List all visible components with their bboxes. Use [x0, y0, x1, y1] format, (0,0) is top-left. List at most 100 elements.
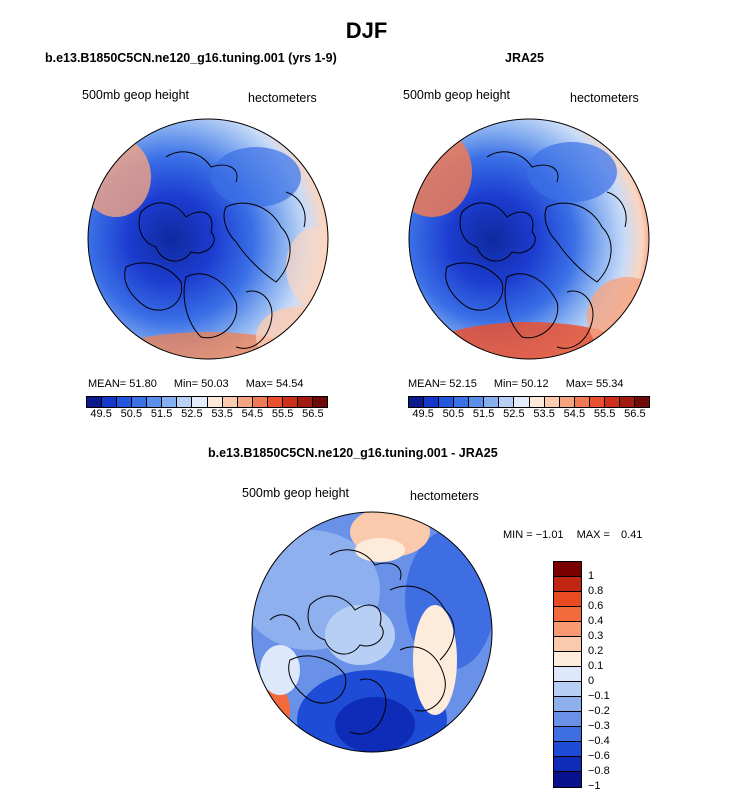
diff-variable-label: 500mb geop height: [242, 486, 350, 500]
colorbar-swatch: [484, 397, 500, 407]
obs-units-label: hectometers: [570, 91, 639, 105]
colorbar-swatch: [424, 397, 440, 407]
diff-max-label: MAX =: [576, 529, 610, 541]
diff-colorbar-swatches: [553, 561, 582, 788]
colorbar-swatch: [554, 562, 581, 577]
colorbar-swatch: [619, 397, 635, 407]
colorbar-swatch: [554, 637, 581, 652]
colorbar-tick-label: 56.5: [624, 408, 646, 420]
diff-units-label: hectometers: [410, 489, 479, 503]
figure-title: DJF: [345, 18, 388, 43]
colorbar-swatch: [117, 397, 133, 407]
colorbar-swatch: [499, 397, 515, 407]
obs-mean-value: 52.15: [449, 378, 477, 390]
colorbar-tick-label: 55.5: [593, 408, 616, 420]
colorbar-tick-label: 51.5: [150, 408, 173, 420]
colorbar-swatch: [514, 397, 530, 407]
diff-stats: MIN = −1.01 MAX = 0.41: [503, 529, 642, 541]
colorbar-tick-label: 52.5: [503, 408, 525, 420]
obs-variable-label: 500mb geop height: [403, 88, 511, 102]
colorbar-swatch: [554, 607, 581, 622]
colorbar-swatch: [282, 397, 298, 407]
colorbar-tick-label: 0.1: [588, 660, 604, 672]
colorbar-tick-label: 53.5: [533, 408, 555, 420]
model-panel-title: b.e13.B1850C5CN.ne120_g16.tuning.001 (yr…: [45, 51, 337, 65]
obs-colorbar: 49.5 50.5 51.5 52.5 53.5 54.5 55.5 56.5: [408, 396, 650, 422]
model-max-label: Max=: [245, 378, 273, 390]
colorbar-swatch: [252, 397, 268, 407]
model-mean-label: MEAN=: [88, 378, 127, 390]
colorbar-swatch: [454, 397, 470, 407]
colorbar-tick-label: 0.8: [588, 585, 604, 597]
model-colorbar-swatches: [86, 396, 328, 408]
obs-colorbar-ticks: 49.5 50.5 51.5 52.5 53.5 54.5 55.5 56.5: [408, 408, 650, 422]
obs-panel-title: JRA25: [505, 51, 544, 65]
colorbar-swatch: [554, 682, 581, 697]
colorbar-swatch: [554, 652, 581, 667]
obs-polar-map: [408, 118, 650, 360]
colorbar-swatch: [469, 397, 485, 407]
colorbar-tick-label: 0.3: [588, 630, 604, 642]
model-colorbar: 49.5 50.5 51.5 52.5 53.5 54.5 55.5 56.5: [86, 396, 328, 422]
diff-max-value: 0.41: [621, 529, 643, 541]
colorbar-tick-label: −0.3: [588, 720, 610, 732]
colorbar-swatch: [554, 622, 581, 637]
colorbar-swatch: [297, 397, 313, 407]
colorbar-swatch: [554, 667, 581, 682]
diff-panel-title: b.e13.B1850C5CN.ne120_g16.tuning.001 - J…: [208, 446, 498, 460]
colorbar-swatch: [87, 397, 103, 407]
model-mean-value: 51.80: [129, 378, 157, 390]
colorbar-swatch: [589, 397, 605, 407]
colorbar-swatch: [544, 397, 560, 407]
colorbar-tick-label: −1: [588, 780, 601, 792]
obs-colorbar-swatches: [408, 396, 650, 408]
colorbar-swatch: [132, 397, 148, 407]
colorbar-tick-label: −0.2: [588, 705, 610, 717]
colorbar-swatch: [554, 577, 581, 592]
obs-min-label: Min=: [493, 378, 519, 390]
model-max-value: 54.54: [275, 378, 304, 390]
colorbar-tick-label: −0.4: [588, 735, 610, 747]
obs-stats: MEAN= 52.15 Min= 50.12 Max= 55.34: [408, 378, 624, 390]
model-variable-label: 500mb geop height: [82, 88, 190, 102]
colorbar-tick-label: 55.5: [271, 408, 294, 420]
colorbar-swatch: [312, 397, 327, 407]
model-min-value: 50.03: [201, 378, 229, 390]
colorbar-tick-label: 0.4: [588, 615, 604, 627]
diff-polar-map: [251, 511, 493, 753]
colorbar-swatch: [222, 397, 238, 407]
colorbar-tick-label: 54.5: [563, 408, 586, 420]
colorbar-swatch: [604, 397, 620, 407]
colorbar-swatch: [554, 772, 581, 787]
model-min-label: Min=: [173, 378, 199, 390]
colorbar-tick-label: −0.1: [588, 690, 610, 702]
colorbar-tick-label: 1: [588, 570, 595, 582]
colorbar-tick-label: 0.2: [588, 645, 604, 657]
obs-min-value: 50.12: [521, 378, 549, 390]
colorbar-swatch: [102, 397, 118, 407]
colorbar-swatch: [267, 397, 283, 407]
model-units-label: hectometers: [248, 91, 317, 105]
colorbar-tick-label: 51.5: [472, 408, 495, 420]
model-colorbar-ticks: 49.5 50.5 51.5 52.5 53.5 54.5 55.5 56.5: [86, 408, 328, 422]
colorbar-tick-label: 0.6: [588, 600, 604, 612]
colorbar-tick-label: 0: [588, 675, 595, 687]
colorbar-tick-label: 50.5: [120, 408, 143, 420]
colorbar-swatch: [634, 397, 649, 407]
colorbar-tick-label: 50.5: [442, 408, 465, 420]
obs-mean-label: MEAN=: [408, 378, 447, 390]
colorbar-swatch: [207, 397, 223, 407]
colorbar-tick-label: 52.5: [181, 408, 203, 420]
diff-min-value: −1.01: [535, 529, 564, 541]
colorbar-tick-label: −0.8: [588, 765, 610, 777]
colorbar-swatch: [559, 397, 575, 407]
model-polar-map: [87, 118, 329, 360]
colorbar-swatch: [177, 397, 193, 407]
colorbar-swatch: [162, 397, 178, 407]
colorbar-swatch: [439, 397, 455, 407]
colorbar-swatch: [554, 592, 581, 607]
colorbar-tick-label: 54.5: [241, 408, 264, 420]
model-stats: MEAN= 51.80 Min= 50.03 Max= 54.54: [88, 378, 304, 390]
colorbar-swatch: [554, 697, 581, 712]
diff-min-label: MIN =: [503, 529, 533, 541]
